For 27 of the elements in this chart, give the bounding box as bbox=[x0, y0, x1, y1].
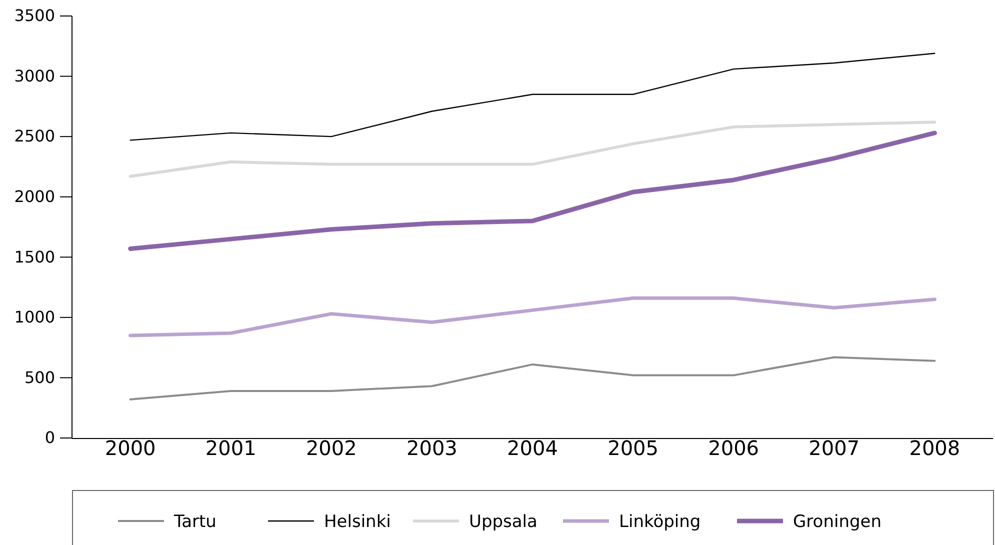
legend-label: Helsinki bbox=[324, 512, 391, 532]
line-series bbox=[129, 356, 936, 400]
y-tick-label: 3000 bbox=[14, 66, 55, 86]
x-tick-label: 2002 bbox=[306, 436, 357, 460]
x-tick-label: 2001 bbox=[205, 436, 256, 460]
line-series bbox=[128, 120, 936, 178]
x-tick-label: 2004 bbox=[507, 436, 558, 460]
x-tick-label: 2005 bbox=[608, 436, 658, 460]
x-tick-label: 2007 bbox=[808, 436, 860, 460]
y-tick-label: 2500 bbox=[14, 126, 55, 146]
line-series bbox=[128, 296, 936, 338]
line-series bbox=[130, 52, 936, 141]
legend-label: Uppsala bbox=[469, 512, 538, 532]
legend-label: Tartu bbox=[173, 512, 216, 532]
legend-label: Groningen bbox=[793, 512, 882, 532]
y-tick-label: 1500 bbox=[14, 247, 55, 266]
x-tick-label: 2003 bbox=[406, 436, 458, 460]
y-tick-label: 3500 bbox=[14, 6, 55, 26]
line-series bbox=[128, 130, 937, 251]
y-tick-label: 2000 bbox=[14, 186, 55, 206]
x-tick-label: 2006 bbox=[708, 436, 760, 460]
x-tick-label: 2008 bbox=[909, 436, 960, 460]
legend-label: Linköping bbox=[619, 512, 701, 532]
x-tick-label: 2000 bbox=[104, 436, 156, 460]
y-tick-label: 500 bbox=[24, 368, 55, 387]
y-tick-label: 1000 bbox=[14, 308, 55, 327]
y-tick-label: 0 bbox=[44, 428, 55, 448]
